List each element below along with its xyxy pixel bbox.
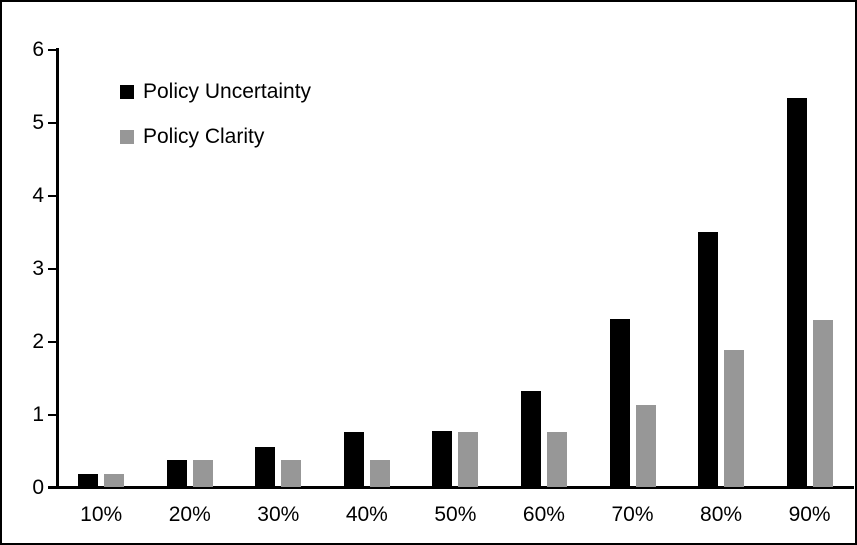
y-axis-line (56, 48, 59, 489)
y-tick-0 (48, 486, 57, 489)
y-tick-label-3: 3 (32, 256, 44, 280)
bar-policy-clarity-10 (104, 473, 125, 488)
y-tick-5 (48, 121, 57, 124)
legend-item-policy-clarity: Policy Clarity (120, 125, 264, 148)
x-axis-label-80: 80% (700, 503, 743, 526)
bar-policy-uncertainty-90 (786, 98, 807, 488)
x-axis-line (48, 486, 854, 489)
x-axis-label-30: 30% (257, 503, 300, 526)
x-axis-label-40: 40% (345, 503, 388, 526)
y-tick-6 (48, 48, 57, 51)
y-tick-2 (48, 340, 57, 343)
bar-policy-clarity-40 (369, 459, 390, 488)
bar-policy-clarity-30 (281, 459, 302, 488)
bar-policy-uncertainty-70 (609, 318, 630, 488)
y-tick-label-2: 2 (32, 329, 44, 353)
y-tick-label-5: 5 (32, 110, 44, 134)
bar-policy-clarity-20 (192, 460, 213, 488)
bar-policy-clarity-80 (724, 350, 745, 488)
legend-swatch-policy-clarity (120, 129, 134, 144)
x-axis-label-60: 60% (522, 503, 565, 526)
bar-policy-clarity-70 (635, 405, 656, 488)
y-tick-1 (48, 413, 57, 416)
bar-policy-clarity-60 (546, 432, 567, 488)
bar-policy-uncertainty-20 (166, 459, 187, 488)
bar-policy-uncertainty-80 (698, 232, 719, 488)
bar-policy-uncertainty-40 (343, 432, 364, 488)
y-tick-label-0: 0 (32, 475, 44, 499)
y-tick-label-6: 6 (32, 37, 44, 61)
y-tick-4 (48, 194, 57, 197)
x-axis-label-10: 10% (80, 503, 123, 526)
y-tick-label-4: 4 (32, 183, 44, 207)
x-axis-label-50: 50% (434, 503, 477, 526)
legend-label-policy-uncertainty: Policy Uncertainty (143, 80, 312, 103)
legend-item-policy-uncertainty: Policy Uncertainty (120, 80, 311, 103)
legend-label-policy-clarity: Policy Clarity (143, 125, 265, 148)
x-axis-label-70: 70% (611, 503, 654, 526)
bar-policy-clarity-50 (458, 432, 479, 488)
y-tick-3 (48, 267, 57, 270)
legend-swatch-policy-uncertainty (120, 84, 134, 99)
y-tick-label-1: 1 (32, 402, 44, 426)
x-axis-label-20: 20% (168, 503, 211, 526)
x-axis-label-90: 90% (788, 503, 831, 526)
bar-policy-clarity-90 (812, 319, 833, 488)
bar-policy-uncertainty-10 (78, 473, 99, 488)
bar-policy-uncertainty-30 (255, 447, 276, 488)
bar-policy-uncertainty-50 (432, 431, 453, 488)
bar-policy-uncertainty-60 (520, 391, 541, 488)
